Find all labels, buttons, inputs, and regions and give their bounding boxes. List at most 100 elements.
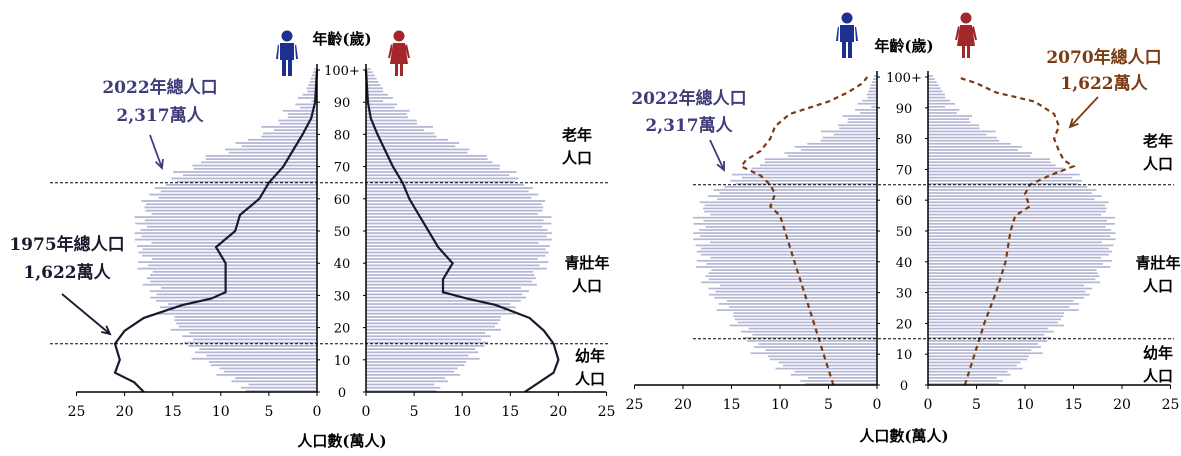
male-bar bbox=[733, 315, 877, 318]
male-bar bbox=[764, 158, 877, 161]
annotation-pop_2070: 2070年總人口 bbox=[1046, 47, 1161, 68]
female-bar bbox=[366, 219, 544, 222]
female-bar bbox=[928, 343, 1039, 345]
male-bar bbox=[174, 319, 317, 322]
male-person-icon bbox=[836, 12, 858, 58]
male-bar bbox=[710, 213, 877, 216]
y-tick-label: 80 bbox=[334, 128, 351, 143]
male-bar bbox=[248, 383, 317, 386]
x-tick-label: 20 bbox=[549, 404, 567, 420]
female-bar bbox=[366, 316, 502, 318]
female-bar bbox=[928, 377, 997, 379]
female-bar bbox=[366, 293, 523, 296]
female-bar bbox=[928, 130, 996, 133]
female-bar bbox=[366, 345, 485, 347]
x-tick-label: 15 bbox=[501, 404, 519, 420]
male-bar bbox=[741, 330, 877, 333]
female-bar bbox=[366, 357, 480, 360]
female-bar bbox=[928, 232, 1116, 234]
male-bar bbox=[775, 367, 877, 370]
male-bar bbox=[279, 122, 317, 125]
male-bar bbox=[150, 280, 317, 283]
male-bar bbox=[297, 97, 317, 99]
male-bar bbox=[805, 383, 877, 385]
x-tick-label: 5 bbox=[264, 404, 273, 420]
female-bar bbox=[928, 247, 1109, 250]
female-bar bbox=[928, 210, 1106, 213]
male-bar bbox=[743, 336, 877, 339]
annotation-pop_2070: 1,622萬人 bbox=[1060, 73, 1148, 94]
y-tick-label: 0 bbox=[338, 386, 346, 401]
male-bar bbox=[145, 209, 317, 212]
female-bar bbox=[366, 184, 524, 186]
annotation-working: 青壯年 bbox=[1135, 254, 1180, 272]
female-bar bbox=[366, 351, 479, 354]
male-bar bbox=[703, 207, 877, 210]
female-bar bbox=[928, 300, 1074, 302]
male-bar bbox=[150, 274, 317, 276]
male-bar bbox=[274, 129, 317, 132]
female-bar bbox=[366, 299, 521, 302]
male-bar bbox=[151, 241, 317, 244]
male-bar bbox=[261, 135, 317, 138]
male-bar bbox=[847, 121, 877, 124]
female-bar bbox=[366, 390, 437, 392]
line-2070-female bbox=[956, 75, 1076, 386]
male-bar bbox=[311, 74, 317, 77]
male-bar bbox=[868, 90, 877, 93]
male-bar bbox=[857, 102, 877, 105]
female-bar bbox=[928, 152, 1033, 154]
female-bar bbox=[928, 93, 945, 96]
male-bar bbox=[173, 171, 317, 173]
male-bar bbox=[200, 161, 317, 164]
male-bar bbox=[710, 241, 877, 244]
male-bar bbox=[147, 225, 317, 228]
male-bar bbox=[308, 84, 317, 86]
female-bar bbox=[366, 171, 517, 173]
male-bar bbox=[870, 84, 877, 87]
annotation-working: 青壯年 bbox=[564, 254, 609, 272]
annotation-pop_2022-arrowhead bbox=[154, 158, 164, 170]
male-bar bbox=[710, 256, 877, 259]
female-bar bbox=[366, 267, 547, 270]
female-bar bbox=[928, 109, 960, 111]
annotation-pop_1975-arrow bbox=[61, 293, 111, 335]
female-bar bbox=[928, 84, 939, 87]
female-bar bbox=[928, 155, 1031, 157]
male-bar bbox=[751, 167, 877, 170]
annotation-pop_2022: 2022年總人口 bbox=[102, 77, 217, 98]
female-bar bbox=[366, 177, 519, 180]
male-bar bbox=[726, 300, 877, 302]
male-bar bbox=[729, 306, 877, 308]
male-bar bbox=[223, 370, 317, 373]
female-bar bbox=[928, 278, 1096, 281]
female-bar bbox=[928, 127, 980, 130]
male-bar bbox=[714, 296, 877, 299]
annotation-pop_1975-arrowhead bbox=[101, 325, 112, 336]
female-bar bbox=[928, 330, 1054, 333]
male-bar bbox=[752, 170, 877, 173]
male-bar bbox=[170, 328, 317, 331]
y-tick-label: 70 bbox=[896, 163, 913, 178]
female-bar bbox=[928, 213, 1102, 216]
female-bar bbox=[366, 116, 409, 119]
female-bar bbox=[366, 77, 377, 80]
male-bar bbox=[695, 266, 877, 268]
x-tick-label: 20 bbox=[1113, 397, 1131, 413]
male-bar bbox=[309, 80, 317, 83]
x-tick-label: 20 bbox=[116, 404, 134, 420]
female-bar bbox=[366, 251, 549, 254]
female-bar bbox=[928, 275, 1100, 278]
male-bar bbox=[137, 245, 317, 247]
annotation-working: 人口 bbox=[572, 277, 602, 295]
y-tick-label: 60 bbox=[334, 193, 351, 208]
x-tick-label: 15 bbox=[164, 404, 182, 420]
female-bar bbox=[366, 290, 529, 293]
female-bar bbox=[928, 327, 1049, 330]
male-bar bbox=[764, 161, 877, 164]
female-bar bbox=[366, 377, 445, 379]
female-bar bbox=[366, 155, 487, 157]
female-bar bbox=[366, 80, 379, 83]
y-tick-label: 80 bbox=[896, 133, 913, 148]
male-bar bbox=[149, 193, 317, 196]
